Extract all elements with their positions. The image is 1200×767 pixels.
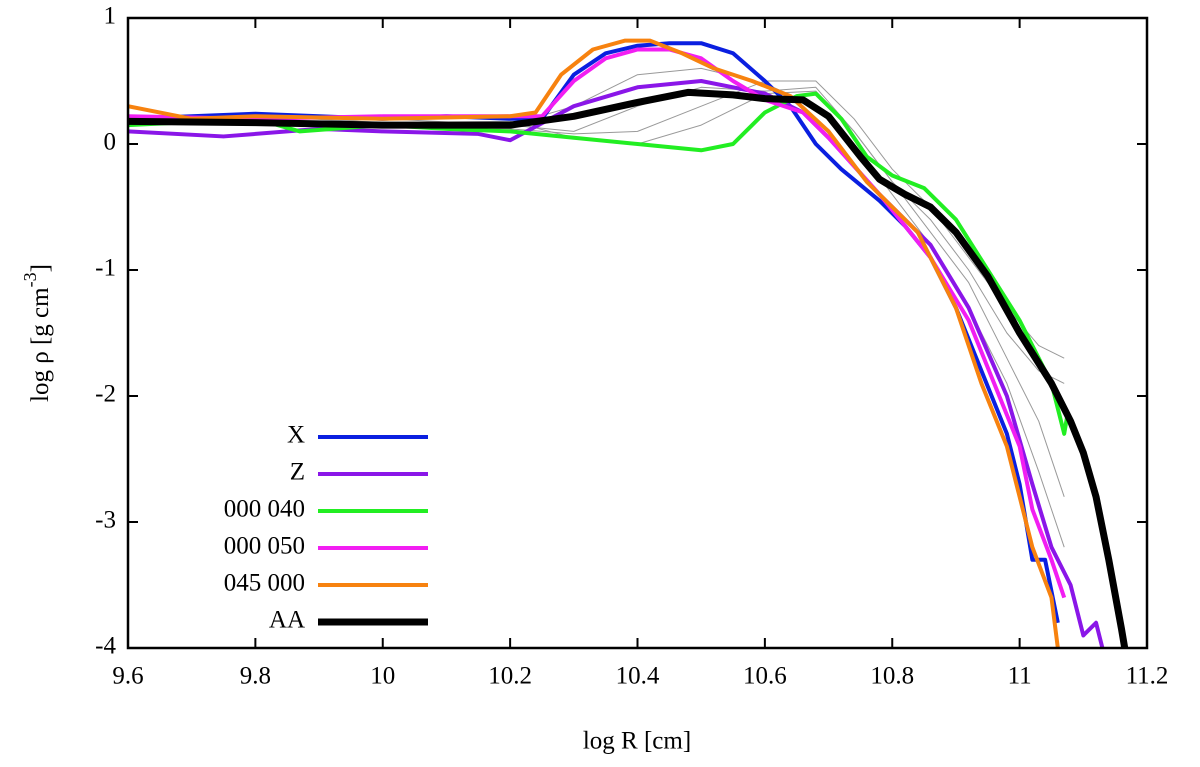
y-label-sup: -3 xyxy=(20,272,40,287)
y-tick-label: -3 xyxy=(95,507,116,534)
y-tick-label: -4 xyxy=(95,633,116,660)
x-tick-label: 10.6 xyxy=(743,663,787,690)
y-tick-label: -2 xyxy=(95,381,116,408)
legend-label: Z xyxy=(290,459,305,486)
x-tick-label: 9.6 xyxy=(112,663,143,690)
y-tick-label: 0 xyxy=(104,129,117,156)
series-line xyxy=(128,79,1105,648)
x-tick-label: 10.4 xyxy=(616,663,660,690)
series-line xyxy=(128,90,1065,497)
x-tick-label: 11.2 xyxy=(1126,663,1169,690)
series-line xyxy=(128,88,1129,648)
x-axis-label: log R [cm] xyxy=(583,728,691,755)
x-tick-label: 9.8 xyxy=(240,663,271,690)
x-tick-label: 10 xyxy=(370,663,395,690)
legend-label: 000 040 xyxy=(224,496,305,523)
x-tick-label: 11 xyxy=(1008,663,1032,690)
y-axis-label: log ρ [g cm-3] xyxy=(20,264,54,402)
y-tick-label: -1 xyxy=(95,255,116,282)
y-tick-label: 1 xyxy=(104,3,117,30)
legend-label: 045 000 xyxy=(224,570,305,597)
series-line xyxy=(128,91,1070,436)
series-line xyxy=(128,38,1060,648)
legend-label: AA xyxy=(269,607,305,634)
y-label-text: log ρ [g cm xyxy=(27,287,54,402)
x-tick-label: 10.2 xyxy=(488,663,532,690)
x-tick-label: 10.8 xyxy=(870,663,914,690)
legend-label: X xyxy=(287,422,305,449)
y-label-end: ] xyxy=(27,264,54,272)
plot-frame xyxy=(126,16,1149,650)
plot-lines xyxy=(128,38,1129,648)
legend-label: 000 050 xyxy=(224,533,305,560)
